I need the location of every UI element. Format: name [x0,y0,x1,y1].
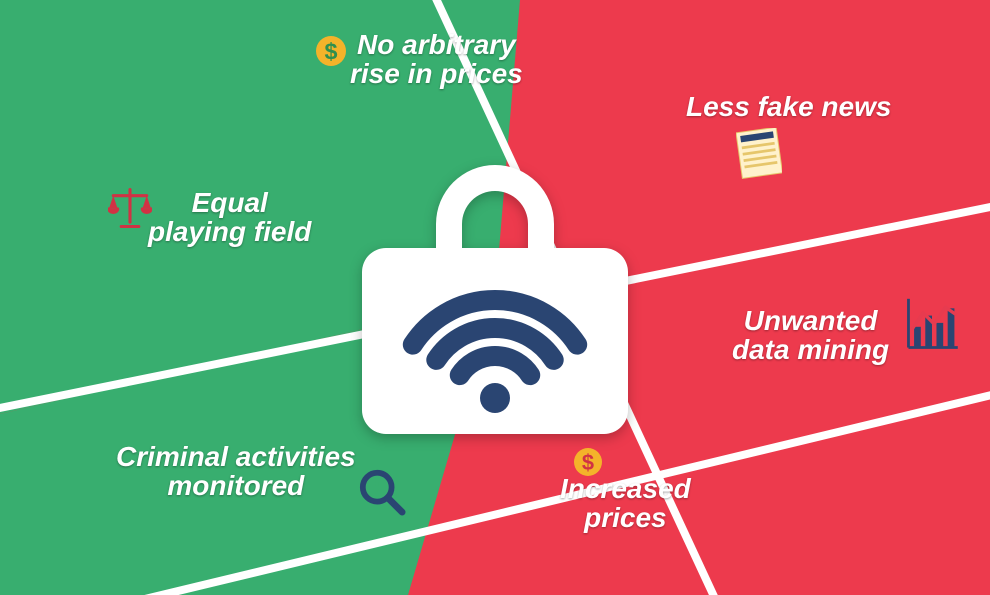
lock-icon [352,128,638,438]
svg-text:!: ! [374,474,381,499]
scales-icon [108,186,152,235]
label-no_arbitrary: No arbitrary rise in prices [350,30,523,89]
label-less_fake_news: Less fake news [686,92,891,121]
dollar-icon: $ [574,448,602,481]
label-equal_field: Equal playing field [148,188,311,247]
chart-icon [904,296,960,357]
dollar-icon: $ [316,36,346,71]
magnifier-icon: ! [358,468,406,521]
svg-text:$: $ [324,38,337,64]
newspaper-icon [736,128,782,184]
infographic-canvas: No arbitrary rise in prices $ Equal playi… [0,0,990,595]
label-criminal_monitored: Criminal activities monitored [116,442,356,501]
label-increased_prices: Increased prices [560,474,691,533]
svg-text:$: $ [582,450,594,475]
label-unwanted_mining: Unwanted data mining [732,306,889,365]
